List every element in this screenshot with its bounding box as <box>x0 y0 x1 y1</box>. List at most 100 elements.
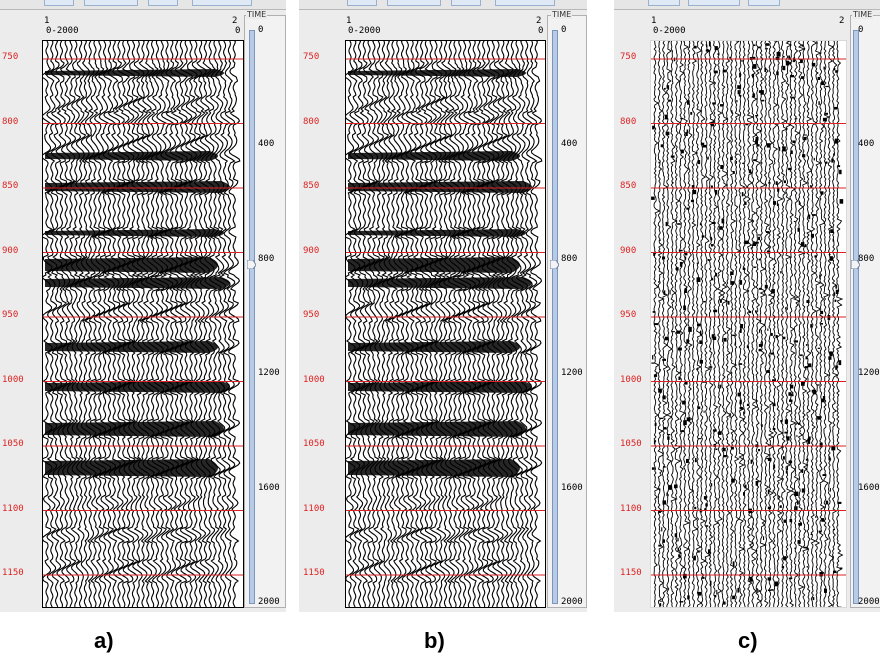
noise-spike <box>803 134 808 136</box>
panel-caption-a: a) <box>94 628 114 653</box>
noise-spike <box>736 100 738 103</box>
time-label: 900 <box>2 245 19 256</box>
seismic-trace <box>348 41 361 607</box>
noise-spike <box>815 516 817 518</box>
noise-spike <box>778 146 781 151</box>
noise-spike <box>678 249 683 252</box>
seismic-trace <box>400 41 414 607</box>
seismic-trace <box>447 41 463 607</box>
seismic-trace <box>678 41 686 607</box>
noise-spike <box>658 239 661 241</box>
noise-spike <box>665 131 670 136</box>
noise-spike <box>729 56 732 59</box>
time-slider-thumb[interactable] <box>247 259 256 269</box>
noise-spike <box>791 394 794 397</box>
noise-spike <box>722 123 725 125</box>
time-slider-track[interactable] <box>249 30 255 604</box>
seismic-trace-plot[interactable] <box>650 40 847 608</box>
time-slider-thumb[interactable] <box>851 259 860 269</box>
seismic-trace-plot[interactable] <box>345 40 546 608</box>
noise-spike <box>708 549 711 554</box>
time-slider-track[interactable] <box>853 30 859 604</box>
noise-spike <box>653 374 658 377</box>
seismic-trace <box>382 41 395 607</box>
seismic-trace <box>785 41 793 607</box>
seismic-trace <box>136 41 150 607</box>
noise-spike <box>838 501 842 504</box>
noise-spike <box>663 87 666 90</box>
toolbar-tab[interactable] <box>192 0 252 6</box>
noise-spike <box>744 484 747 489</box>
noise-spike <box>817 347 821 349</box>
seismic-trace <box>456 41 472 607</box>
noise-spike <box>699 223 702 226</box>
noise-spike <box>766 143 771 148</box>
time-label: 750 <box>620 52 637 62</box>
seismic-trace <box>746 41 755 607</box>
noise-spike <box>719 384 722 389</box>
toolbar-tab[interactable] <box>688 0 740 6</box>
seismic-trace <box>386 41 400 607</box>
toolbar-tab[interactable] <box>748 0 780 6</box>
seismic-trace <box>395 41 410 607</box>
time-label: 950 <box>303 310 320 320</box>
noise-spike <box>758 449 760 452</box>
noise-spike <box>810 533 813 536</box>
time-label: 800 <box>620 116 637 127</box>
noise-spike <box>712 334 714 336</box>
toolbar-tab[interactable] <box>648 0 680 6</box>
noise-spike <box>711 483 713 487</box>
toolbar-tab[interactable] <box>451 0 481 6</box>
noise-spike <box>697 591 702 596</box>
noise-spike <box>693 555 696 561</box>
noise-spike <box>659 417 664 419</box>
noise-spike <box>837 165 841 168</box>
time-label: 950 <box>2 310 19 320</box>
noise-spike <box>776 71 779 76</box>
seismic-trace <box>193 41 207 607</box>
seismic-trace <box>496 41 510 607</box>
seismic-event <box>348 151 520 161</box>
seismic-trace <box>424 41 439 607</box>
toolbar-tab[interactable] <box>148 0 178 6</box>
noise-spike <box>765 231 770 233</box>
seismic-trace <box>111 41 127 607</box>
noise-spike <box>710 580 712 586</box>
noise-spike <box>819 442 823 448</box>
noise-spike <box>666 492 668 497</box>
noise-spike <box>741 192 744 197</box>
seismic-trace <box>452 41 467 607</box>
noise-spike <box>743 492 745 496</box>
toolbar-tab[interactable] <box>387 0 441 6</box>
noise-spike <box>776 203 778 207</box>
noise-spike <box>830 229 834 233</box>
time-label: 1000 <box>620 374 642 385</box>
noise-spike <box>790 150 793 155</box>
seismic-trace <box>97 41 112 607</box>
noise-spike <box>665 221 668 227</box>
seismic-trace <box>74 41 88 607</box>
toolbar-tab[interactable] <box>44 0 74 6</box>
noise-spike <box>700 142 705 145</box>
seismic-trace <box>218 41 231 607</box>
noise-spike <box>781 566 785 569</box>
noise-spike <box>805 344 808 346</box>
noise-spike <box>797 540 801 544</box>
noise-spike <box>677 547 679 552</box>
toolbar-tab[interactable] <box>84 0 138 6</box>
toolbar-tab[interactable] <box>347 0 377 6</box>
noise-spike <box>715 190 718 195</box>
time-slider-thumb[interactable] <box>550 259 559 269</box>
seismic-trace-plot[interactable] <box>42 40 244 608</box>
seismic-trace <box>159 41 175 607</box>
noise-spike <box>680 149 684 154</box>
noise-spike <box>774 581 779 587</box>
time-label: 750 <box>303 52 320 62</box>
time-slider-track[interactable] <box>552 30 558 604</box>
noise-spike <box>680 371 682 374</box>
toolbar-tab[interactable] <box>495 0 555 6</box>
seismic-trace <box>189 41 203 607</box>
noise-spike <box>822 117 827 122</box>
noise-spike <box>771 289 775 294</box>
noise-spike <box>801 44 804 47</box>
